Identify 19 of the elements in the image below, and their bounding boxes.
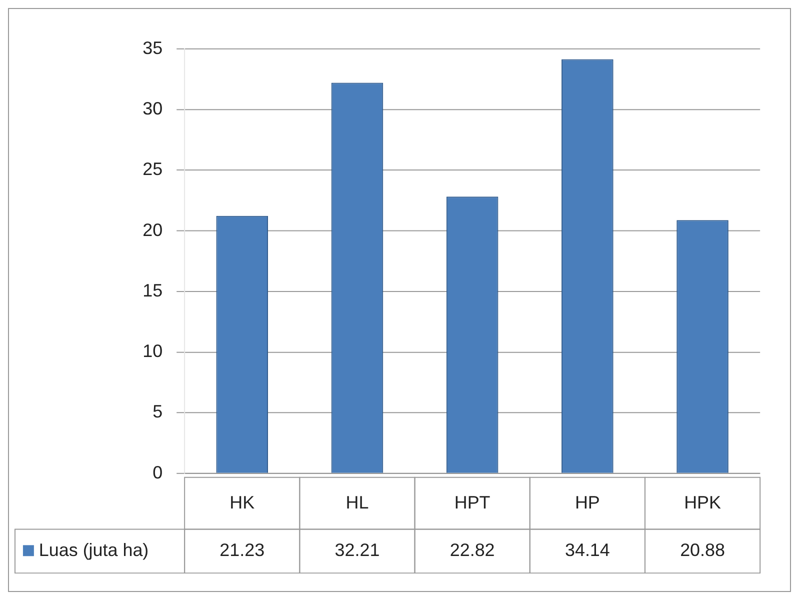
data-label: 20.88 — [680, 540, 725, 560]
y-tick-label: 10 — [142, 341, 163, 362]
x-tick-label: HP — [574, 492, 600, 512]
x-tick-label: HL — [346, 492, 369, 512]
y-tick-label: 0 — [152, 462, 163, 482]
data-label: 34.14 — [564, 540, 610, 560]
x-tick-label: HPK — [684, 492, 722, 512]
legend-label: Luas (juta ha) — [38, 540, 149, 560]
y-tick-label: 30 — [142, 98, 163, 118]
y-tick-label: 5 — [152, 402, 163, 422]
y-tick-label: 35 — [142, 38, 163, 58]
y-tick-label: 15 — [142, 280, 163, 300]
data-label: 22.82 — [450, 540, 495, 560]
y-tick-label: 25 — [142, 159, 163, 180]
x-tick-label: HPT — [454, 492, 490, 512]
data-label: 32.21 — [334, 540, 380, 560]
x-tick-label: HK — [230, 492, 255, 512]
data-label: 21.23 — [220, 540, 265, 560]
y-tick-label: 20 — [142, 220, 163, 240]
